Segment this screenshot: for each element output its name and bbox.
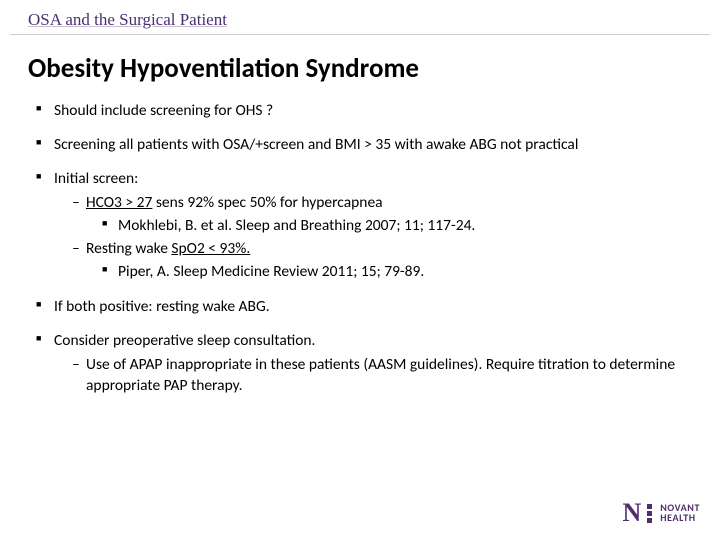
logo-mark: N [622,498,639,528]
bullet-3a: HCO3 > 27 sens 92% spec 50% for hypercap… [72,193,684,237]
bullet-3a-underline: HCO3 > 27 [86,193,152,212]
logo-dots-icon [647,504,652,523]
content-area: Should include screening for OHS ? Scree… [0,101,720,397]
bullet-4: If both positive: resting wake ABG. [36,297,684,317]
bullet-1: Should include screening for OHS ? [36,101,684,121]
bullet-3b-prefix: Resting wake [86,239,171,258]
bullet-3: Initial screen: HCO3 > 27 sens 92% spec … [36,169,684,283]
slide-title: Obesity Hypoventilation Syndrome [0,36,720,101]
bullet-3b: Resting wake SpO2 < 93%. Piper, A. Sleep… [72,239,684,283]
bullet-5-text: Consider preoperative sleep consultation… [54,331,315,350]
bullet-5: Consider preoperative sleep consultation… [36,331,684,397]
bullet-5a: Use of APAP inappropriate in these patie… [72,355,684,397]
bullet-2: Screening all patients with OSA/+screen … [36,135,684,155]
bullet-3b-ref: Piper, A. Sleep Medicine Review 2011; 15… [102,262,684,283]
bullet-3-text: Initial screen: [54,169,138,188]
logo-text: NOVANT HEALTH [660,503,700,524]
bullet-3a-ref: Mokhlebi, B. et al. Sleep and Breathing … [102,216,684,237]
bullet-3a-rest: sens 92% spec 50% for hypercapnea [152,193,382,212]
divider [10,34,710,35]
breadcrumb: OSA and the Surgical Patient [0,0,720,36]
bullet-3b-underline: SpO2 < 93%. [171,239,250,258]
logo-text-bottom: HEALTH [660,513,700,524]
novant-logo: N NOVANT HEALTH [622,498,700,528]
